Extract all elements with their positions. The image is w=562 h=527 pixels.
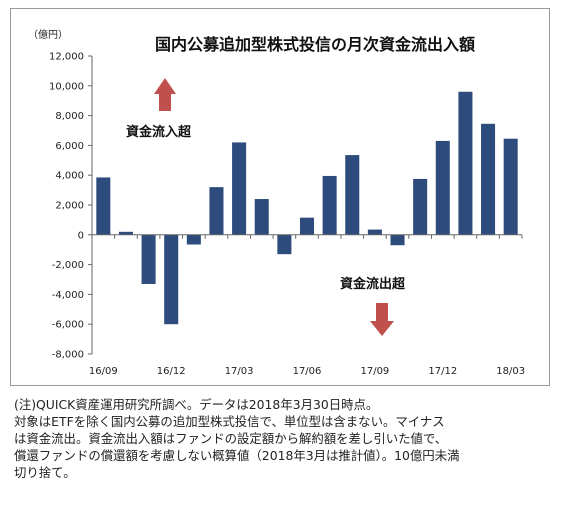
x-axis: 16/09 16/12 17/03 17/06 17/09 17/12 18/03 [89,234,525,377]
y-axis-unit-label: （億円） [28,28,68,41]
bar-17/02 [209,187,224,235]
y-tick-label: 6,000 [55,141,84,152]
bar-16/10 [118,231,133,235]
y-tick-label: -8,000 [52,350,84,361]
chart-title: 国内公募追加型株式投信の月次資金流出入額 [155,35,475,54]
bar-17/08 [345,155,360,235]
bar-17/01 [186,234,201,245]
x-tick-label: 18/03 [496,366,525,377]
y-axis: -8,000 -6,000 -4,000 -2,000 0 2,000 4,000 6,000… [49,52,93,361]
footnote-line: (注)QUICK資産運用研究所調べ。データは2018年3月30日時点。 [14,397,379,412]
bar-17/12 [435,140,450,235]
x-tick-label: 16/12 [157,366,186,377]
bar-16/11 [141,234,156,284]
bar-17/05 [277,234,292,255]
footnote-line: 償還ファンドの償還額を考慮しない概算値（2018年3月は推計値）。10億円未満 [14,448,460,463]
y-tick-label: 0 [78,230,84,241]
bar-18/02 [481,123,496,235]
y-tick-label: -4,000 [52,290,84,301]
y-tick-label: -6,000 [52,320,84,331]
y-tick-label: 10,000 [49,81,84,92]
inflow-up-arrow [154,78,176,111]
bar-17/06 [299,217,315,235]
y-tick-label: 8,000 [55,111,84,122]
x-tick-label: 16/09 [89,366,118,377]
footnote-line: 切り捨て。 [14,465,76,480]
y-tick-label: 4,000 [55,171,84,182]
x-tick-label: 17/06 [293,366,322,377]
footnote-line: 対象はETFを除く国内公募の追加型株式投信で、単位型は含まない。マイナス [14,414,445,429]
bar-17/04 [254,199,269,235]
bar-17/11 [413,178,428,235]
bar-18/01 [458,91,473,235]
footnote-line: は資金流出。資金流出入額はファンドの設定額から解約額を差し引いた値で、 [14,431,448,446]
y-tick-label: -2,000 [52,260,84,271]
outflow-down-arrow [370,303,394,336]
x-tick-label: 17/09 [360,366,389,377]
bar-18/03 [503,138,518,235]
outflow-label: 資金流出超 [340,276,406,292]
monthly-flow-bar-chart: 国内公募追加型株式投信の月次資金流出入額 （億円） -8,000 -6,000 -4… [28,28,525,377]
bar-16/12 [164,234,179,325]
bar-17/10 [390,234,405,246]
bar-16/09 [96,177,111,235]
x-tick-label: 17/12 [428,366,457,377]
inflow-label: 資金流入超 [126,124,192,140]
y-tick-label: 2,000 [55,201,84,212]
x-tick-label: 17/03 [225,366,254,377]
bar-17/07 [322,175,337,235]
bar-17/09 [367,229,382,235]
bars [96,91,518,325]
y-tick-label: 12,000 [49,52,84,63]
footnote: (注)QUICK資産運用研究所調べ。データは2018年3月30日時点。対象はET… [14,396,554,481]
bar-17/03 [232,142,247,235]
